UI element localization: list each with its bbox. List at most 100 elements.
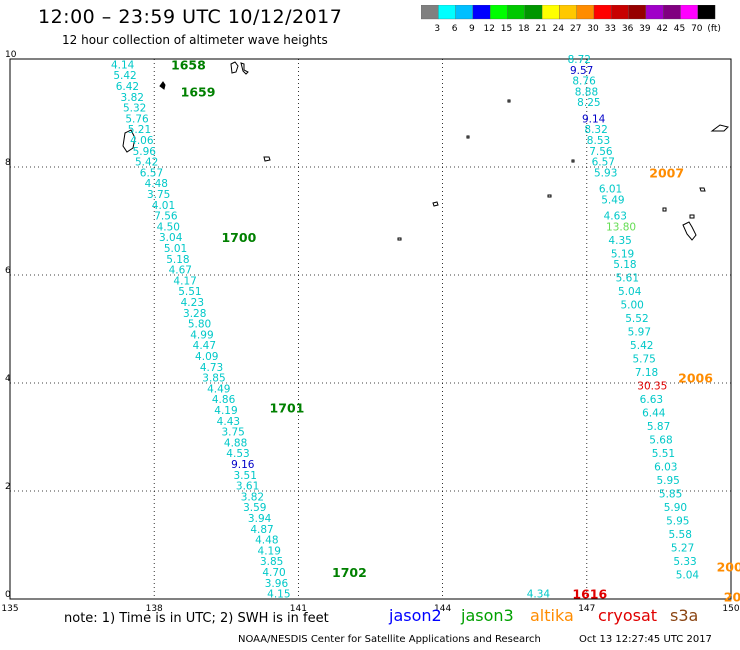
colorbar: 3 6 9 12 15 18 21 24 27 30 33 36 39 42 45 70 (ft) [421,5,721,34]
wave-height-value: 3.85 [260,556,283,568]
wave-height-value: 4.34 [527,589,551,601]
wave-height-value: 5.51 [652,448,675,460]
wave-height-value: 5.04 [676,570,700,582]
wave-height-value: 4.88 [224,437,247,449]
wave-height-value: 3.82 [241,491,264,503]
wave-height-value: 4.19 [258,545,281,557]
time-label: 2006 [678,371,713,386]
x-tick-label: 141 [290,604,307,614]
wave-height-value: 5.52 [625,313,648,325]
wave-height-value: 5.33 [673,556,696,568]
wave-height-value: 5.87 [647,421,670,433]
wave-height-value: 4.49 [207,383,230,395]
colorbar-label: 33 [605,24,616,34]
colorbar-label: 12 [483,24,494,34]
island-shape [159,81,166,90]
wave-height-value: 5.80 [188,319,211,331]
wave-height-value: 4.35 [608,235,631,247]
wave-height-value: 3.94 [248,513,272,525]
wave-height-value: 5.76 [125,113,149,125]
wave-height-value: 4.48 [145,178,168,190]
wave-height-value: 9.57 [570,65,593,77]
wave-height-value: 4.67 [169,265,192,277]
wave-height-value: 5.42 [630,340,653,352]
time-label: 1701 [270,400,305,415]
wave-height-value: 30.35 [637,381,667,393]
satellite-altika: altika [530,606,574,625]
island-shape [547,194,552,198]
footer-timestamp: Oct 13 12:27:45 UTC 2017 [579,634,712,645]
satellite-s3a: s3a [670,606,699,625]
y-tick-label: 2 [5,482,11,492]
wave-height-value: 3.59 [243,502,266,514]
footnote: note: 1) Time is in UTC; 2) SWH is in fe… [64,611,329,626]
wave-height-value: 6.03 [654,462,677,474]
wave-height-value: 5.96 [133,146,157,158]
colorbar-label: 45 [674,24,685,34]
wave-height-value: 4.70 [262,567,285,579]
wave-height-value: 6.42 [116,81,139,93]
time-labels: 1658 1659 1700 1701 1702 2007 2006 2005 200 1616 [171,57,740,604]
wave-height-value: 3.61 [236,481,259,493]
x-axis-ticks: 135 138 141 144 147 150 [1,604,739,614]
wave-height-value: 4.87 [250,524,273,536]
wave-height-value: 5.21 [128,124,151,136]
colorbar-label: 24 [553,24,565,34]
colorbar-label: 30 [587,24,599,34]
wave-height-value: 5.51 [178,286,201,298]
wave-height-value: 5.97 [628,327,651,339]
colorbar-label: 27 [570,24,581,34]
wave-height-value: 7.18 [635,367,658,379]
island-shape [699,187,706,192]
time-label: 1700 [221,230,256,245]
colorbar-label: 3 [434,24,440,34]
chart-title: 12:00 – 23:59 UTC 10/12/2017 [38,6,343,28]
wave-height-value: 6.44 [642,408,666,420]
colorbar-label: 9 [469,24,475,34]
wave-height-value: 4.19 [214,405,237,417]
colorbar-label: 70 [691,24,703,34]
wave-height-value: 8.53 [587,135,610,147]
wave-height-value: 4.14 [111,59,135,71]
island-shape [710,124,729,132]
wave-height-value: 5.95 [666,516,689,528]
wave-height-value: 5.95 [656,475,679,487]
wave-height-value: 5.42 [113,70,136,82]
wave-height-value: 4.47 [193,340,216,352]
wave-height-value: 4.50 [157,221,180,233]
island-shape [571,159,575,163]
island-shape [507,99,511,103]
wave-height-value: 13.80 [606,221,636,233]
satellite-jason2: jason2 [389,606,442,625]
time-label: 1702 [332,565,367,580]
wave-height-value: 8.88 [575,86,598,98]
time-label: 1616 [572,587,607,602]
wave-height-value: 5.32 [123,103,146,115]
wave-height-value: 4.01 [152,200,175,212]
wave-height-value: 3.28 [183,308,206,320]
x-tick-label: 144 [434,604,451,614]
wave-height-value: 7.56 [589,146,613,158]
colorbar-label: 39 [639,24,651,34]
wave-height-value: 7.56 [154,211,178,223]
wave-height-value: 5.85 [659,489,682,501]
wave-height-value: 4.73 [200,362,223,374]
wave-height-value: 5.90 [664,502,687,514]
wave-height-value: 5.93 [594,167,617,179]
x-tick-label: 150 [722,604,739,614]
map-frame [9,58,732,600]
colorbar-label: 15 [501,24,512,34]
footer-credit: NOAA/NESDIS Center for Satellite Applica… [238,634,541,645]
island-outlines [122,61,729,241]
wave-height-value: 8.32 [584,124,607,136]
wave-height-value: 4.15 [267,589,290,601]
wave-height-value: 8.76 [572,76,596,88]
time-label: 1659 [181,84,216,99]
wave-height-value: 6.01 [599,184,622,196]
wave-height-value: 4.99 [190,329,213,341]
y-tick-label: 4 [5,374,11,384]
island-shape [397,237,402,241]
wave-height-value: 3.82 [121,92,144,104]
wave-height-value: 4.63 [604,211,627,223]
colorbar-label: 36 [622,24,634,34]
